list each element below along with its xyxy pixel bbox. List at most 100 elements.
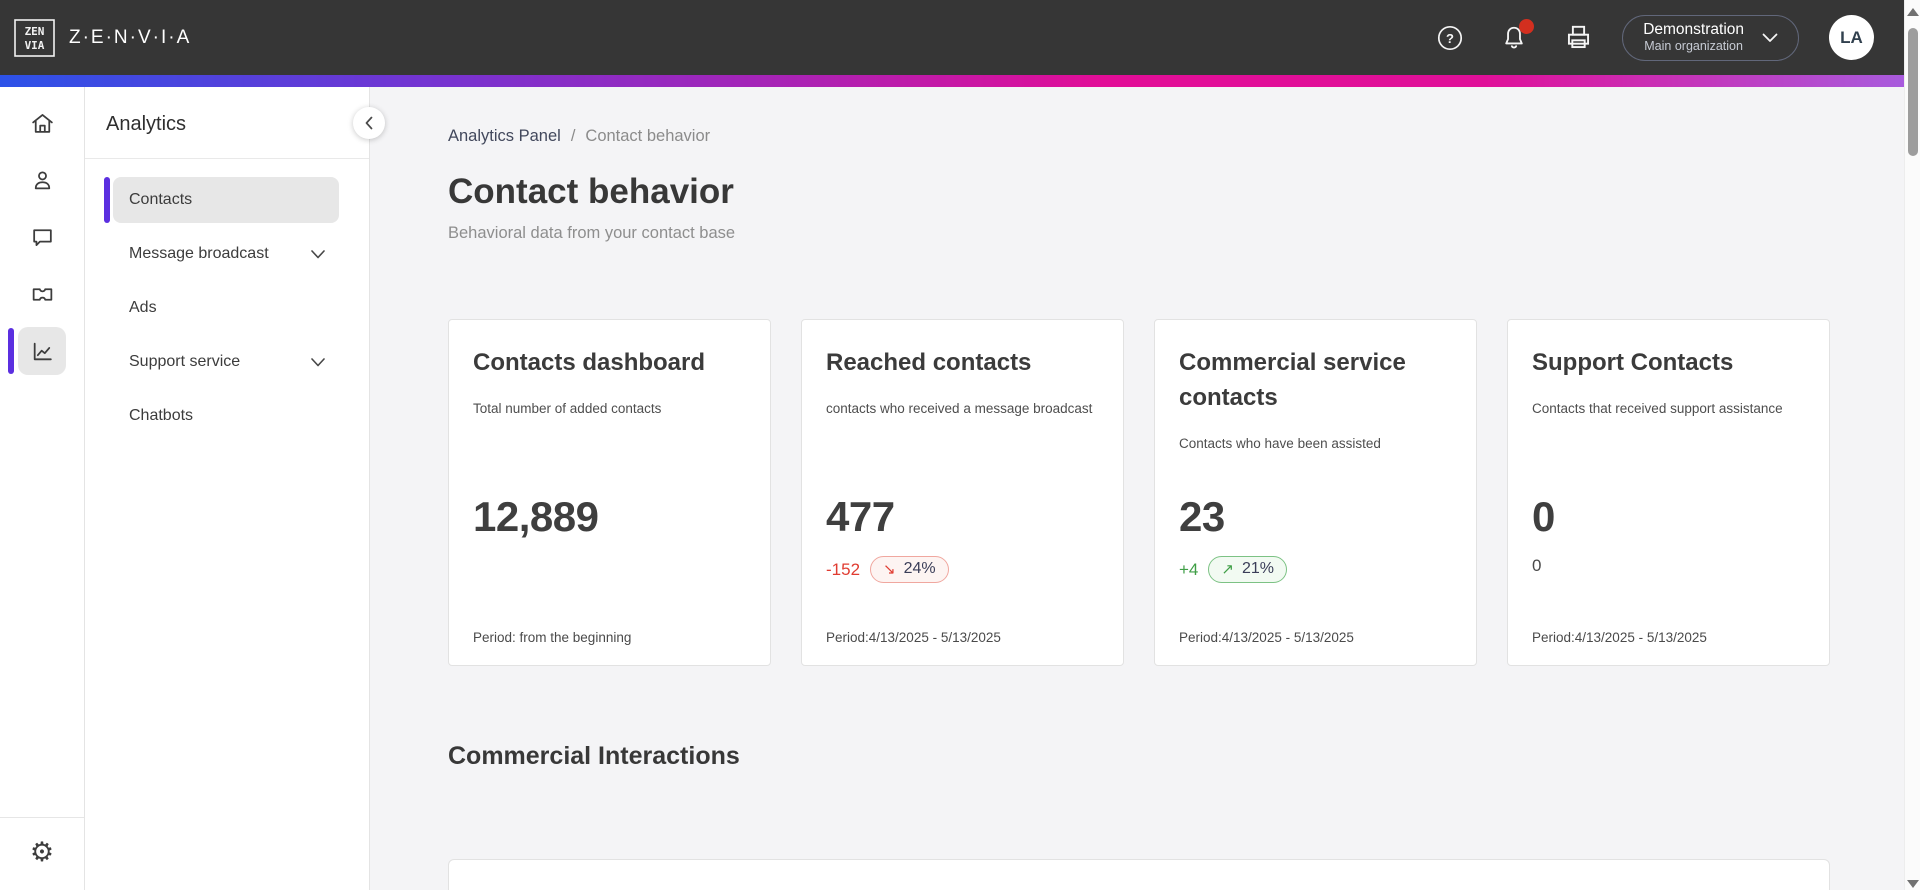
chat-bubble-icon bbox=[32, 228, 52, 246]
menu-item-message-broadcast[interactable]: Message broadcast bbox=[113, 231, 339, 277]
chevron-down-icon bbox=[1762, 33, 1778, 42]
card-period: Period:4/13/2025 - 5/13/2025 bbox=[826, 630, 1001, 645]
card-title: Support Contacts bbox=[1532, 349, 1734, 376]
commercial-interactions-card-partial bbox=[448, 859, 1830, 890]
breadcrumb-current: Contact behavior bbox=[585, 127, 711, 145]
icon-rail: ⚙ bbox=[0, 87, 85, 890]
menu-item-label: Chatbots bbox=[129, 407, 194, 424]
card-title: Reached contacts bbox=[826, 349, 1032, 376]
brand-wordmark: Z·E·N·V·I·A bbox=[69, 26, 192, 48]
card-delta-row: -152 ↘ 24% bbox=[826, 556, 949, 583]
organization-selector[interactable]: Demonstration Main organization bbox=[1622, 14, 1799, 61]
card-value: 477 bbox=[826, 493, 895, 540]
svg-text:?: ? bbox=[1446, 31, 1454, 46]
card-description: contacts who received a message broadcas… bbox=[826, 400, 1093, 416]
menu-item-chatbots[interactable]: Chatbots bbox=[113, 393, 339, 439]
content-row: ⚙ Analytics Contacts Message broadcast bbox=[0, 87, 1904, 890]
page-scrollbar[interactable] bbox=[1904, 0, 1920, 890]
trend-percent: 21% bbox=[1241, 560, 1274, 577]
card-title: Commercial service contacts bbox=[1179, 349, 1406, 411]
card-description: Contacts that received support assistanc… bbox=[1532, 400, 1783, 416]
card-period: Period:4/13/2025 - 5/13/2025 bbox=[1532, 630, 1707, 645]
panel-collapse-button[interactable] bbox=[353, 107, 385, 139]
card-reached-contacts: Reached contacts contacts who received a… bbox=[801, 319, 1124, 666]
card-description: Contacts who have been assisted bbox=[1179, 435, 1381, 451]
breadcrumb-analytics-panel-link[interactable]: Analytics Panel bbox=[448, 127, 561, 145]
card-support-contacts: Support Contacts Contacts that received … bbox=[1507, 319, 1830, 666]
person-icon bbox=[34, 170, 50, 189]
breadcrumb-separator: / bbox=[570, 127, 576, 145]
menu-item-label: Support service bbox=[129, 353, 241, 370]
card-title: Contacts dashboard bbox=[473, 349, 706, 376]
page-title: Contact behavior bbox=[448, 172, 734, 211]
trend-down-icon: ↘ bbox=[883, 561, 896, 578]
card-value: 0 bbox=[1532, 493, 1555, 540]
delta-value: 0 bbox=[1532, 556, 1542, 575]
svg-text:ZEN: ZEN bbox=[25, 25, 45, 38]
page-subtitle: Behavioral data from your contact base bbox=[448, 224, 736, 242]
menu-item-contacts[interactable]: Contacts bbox=[104, 177, 339, 223]
gear-icon: ⚙ bbox=[29, 836, 55, 867]
card-description: Total number of added contacts bbox=[473, 400, 662, 416]
kpi-cards-row: Contacts dashboard Total number of added… bbox=[448, 319, 1904, 666]
rail-footer: ⚙ bbox=[0, 817, 84, 890]
menu-item-label: Message broadcast bbox=[129, 245, 269, 262]
organization-subtitle: Main organization bbox=[1644, 39, 1743, 54]
card-period: Period: from the beginning bbox=[473, 630, 632, 645]
card-contacts-dashboard: Contacts dashboard Total number of added… bbox=[448, 319, 771, 666]
notifications-button[interactable] bbox=[1501, 19, 1535, 51]
chevron-left-icon bbox=[365, 116, 373, 130]
card-delta-row: 0 bbox=[1532, 556, 1541, 576]
analytics-panel: Analytics Contacts Message broadcast Ads… bbox=[85, 87, 385, 890]
delta-value: +4 bbox=[1179, 559, 1199, 579]
bell-icon bbox=[1505, 26, 1523, 49]
sidebar-item-home[interactable] bbox=[18, 99, 66, 147]
zenvia-logo-icon: ZEN VIA bbox=[14, 18, 55, 57]
panel-title: Analytics bbox=[106, 113, 187, 135]
trend-badge-up: ↗ 21% bbox=[1208, 556, 1287, 583]
menu-item-support-service[interactable]: Support service bbox=[113, 339, 339, 385]
trend-badge-down: ↘ 24% bbox=[870, 556, 949, 583]
card-period: Period:4/13/2025 - 5/13/2025 bbox=[1179, 630, 1354, 645]
print-button[interactable] bbox=[1565, 24, 1592, 51]
sidebar-item-contacts[interactable] bbox=[18, 156, 66, 204]
menu-item-ads[interactable]: Ads bbox=[113, 285, 339, 331]
brand-gradient-strip bbox=[0, 75, 1904, 87]
section-title-commercial-interactions: Commercial Interactions bbox=[448, 742, 740, 770]
main-content: Analytics Panel / Contact behavior Conta… bbox=[370, 87, 1904, 890]
breadcrumb: Analytics Panel / Contact behavior bbox=[448, 127, 1904, 146]
chevron-down-icon bbox=[311, 249, 325, 258]
topbar-actions: ? Demonstration M bbox=[1399, 14, 1874, 61]
notification-dot-badge bbox=[1519, 19, 1535, 34]
sidebar-item-analytics[interactable] bbox=[8, 327, 66, 375]
help-button[interactable]: ? bbox=[1437, 25, 1463, 51]
trend-percent: 24% bbox=[903, 560, 936, 577]
scrollbar-down-arrow[interactable] bbox=[1907, 880, 1919, 888]
card-value: 23 bbox=[1179, 493, 1225, 540]
topbar: ZEN VIA Z·E·N·V·I·A ? bbox=[0, 0, 1904, 75]
card-delta-row: +4 ↗ 21% bbox=[1179, 556, 1287, 583]
ticket-icon bbox=[32, 287, 52, 301]
delta-value: -152 bbox=[826, 559, 861, 579]
sidebar-item-settings[interactable]: ⚙ bbox=[18, 828, 66, 876]
sidebar-item-tickets[interactable] bbox=[18, 270, 66, 318]
home-icon bbox=[31, 113, 53, 133]
svg-text:VIA: VIA bbox=[25, 39, 45, 52]
brand-logo[interactable]: ZEN VIA Z·E·N·V·I·A bbox=[14, 18, 192, 57]
menu-item-label: Ads bbox=[129, 299, 157, 316]
scrollbar-thumb[interactable] bbox=[1908, 28, 1918, 156]
line-chart-icon bbox=[33, 342, 52, 360]
sidebar-item-conversations[interactable] bbox=[18, 213, 66, 261]
user-avatar[interactable]: LA bbox=[1829, 15, 1874, 60]
menu-item-label: Contacts bbox=[129, 191, 193, 208]
scrollbar-up-arrow[interactable] bbox=[1907, 8, 1919, 16]
trend-up-icon: ↗ bbox=[1221, 561, 1234, 578]
printer-icon bbox=[1568, 25, 1590, 49]
organization-name: Demonstration bbox=[1643, 21, 1744, 38]
panel-divider bbox=[85, 158, 369, 159]
card-commercial-service-contacts: Commercial service contacts Contacts who… bbox=[1154, 319, 1477, 666]
card-value: 12,889 bbox=[473, 493, 599, 540]
organization-labels: Demonstration Main organization bbox=[1643, 20, 1744, 55]
chevron-down-icon bbox=[311, 357, 325, 366]
